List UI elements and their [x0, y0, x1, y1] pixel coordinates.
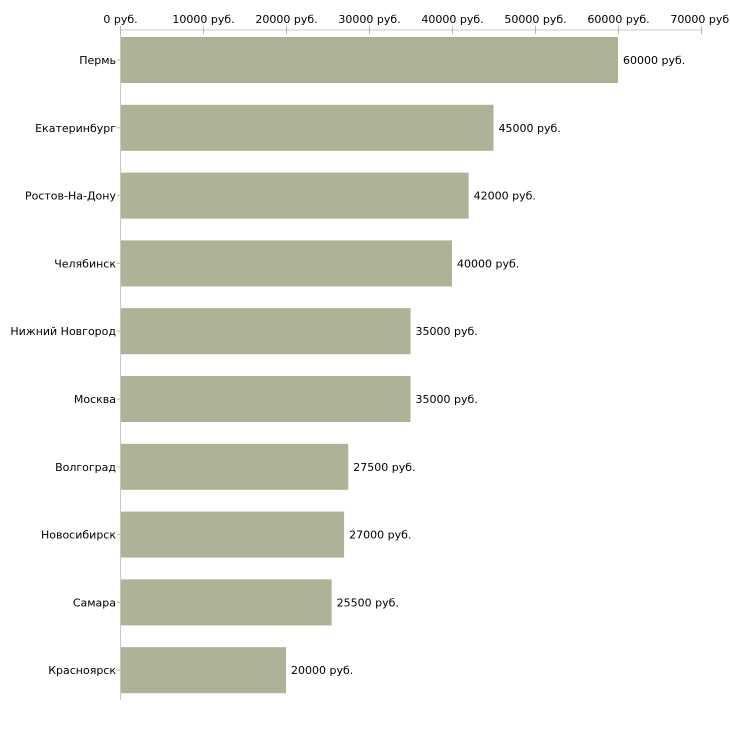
bar: [121, 647, 286, 694]
category-label: Ростов-На-Дону: [25, 190, 116, 203]
category-label: Красноярск: [48, 664, 116, 677]
x-tick-label: 10000 руб.: [172, 13, 234, 26]
category-label: Нижний Новгород: [10, 325, 116, 338]
category-label: Волгоград: [55, 461, 116, 474]
category-label: Челябинск: [54, 257, 116, 270]
x-tick-label: 70000 руб.: [670, 13, 730, 26]
data-label: 35000 руб.: [416, 325, 478, 338]
bar: [121, 104, 494, 151]
category-label: Екатеринбург: [35, 122, 116, 135]
x-tick-label: 0 руб.: [103, 13, 137, 26]
bar: [121, 376, 411, 422]
bar: [121, 511, 345, 558]
x-tick-label: 50000 руб.: [504, 13, 566, 26]
data-label: 35000 руб.: [416, 393, 478, 406]
category-label: Самара: [73, 596, 116, 609]
x-tick-label: 60000 руб.: [587, 13, 649, 26]
bar: [121, 172, 469, 219]
x-tick-label: 20000 руб.: [255, 13, 317, 26]
bar: [121, 308, 411, 355]
bar: [121, 240, 452, 287]
data-label: 42000 руб.: [474, 190, 536, 203]
data-label: 20000 руб.: [291, 664, 353, 677]
data-label: 27000 руб.: [349, 529, 411, 542]
category-label: Пермь: [79, 54, 116, 67]
data-label: 25500 руб.: [337, 596, 399, 609]
bar: [121, 443, 349, 490]
x-tick-label: 40000 руб.: [421, 13, 483, 26]
bar: [121, 579, 332, 626]
category-label: Москва: [74, 393, 116, 406]
category-label: Новосибирск: [41, 529, 116, 542]
x-tick-label: 30000 руб.: [338, 13, 400, 26]
data-label: 60000 руб.: [623, 54, 685, 67]
data-label: 40000 руб.: [457, 257, 519, 270]
data-label: 45000 руб.: [499, 122, 561, 135]
data-label: 27500 руб.: [353, 461, 415, 474]
bar: [121, 37, 618, 83]
